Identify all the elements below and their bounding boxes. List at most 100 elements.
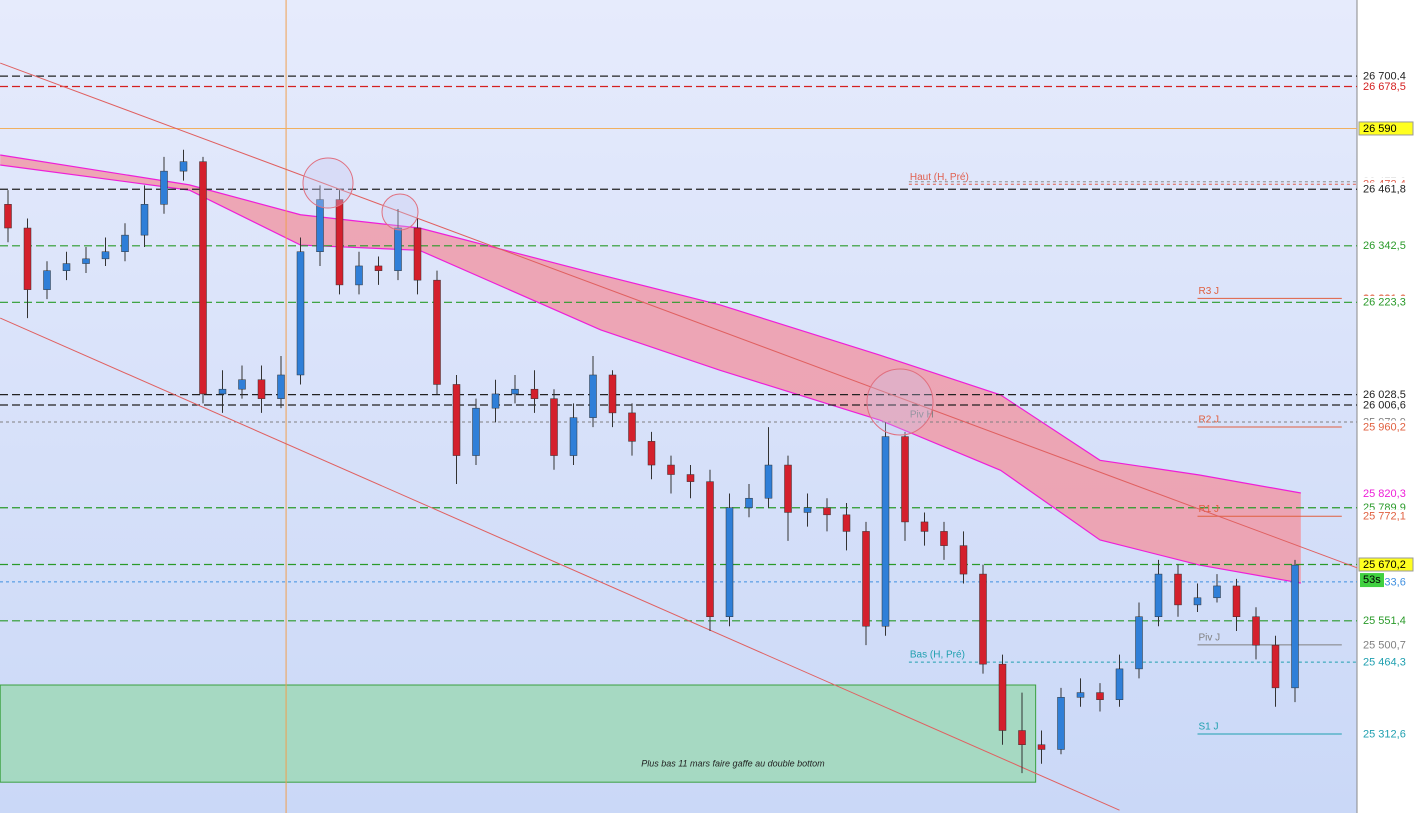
- candle-body: [940, 531, 948, 546]
- band-lower: [0, 164, 1301, 584]
- candle-body: [238, 379, 246, 390]
- candle-body: [647, 441, 656, 466]
- price-label: 26 006,6: [1363, 399, 1406, 411]
- countdown-box: [1360, 573, 1384, 588]
- candle-body: [433, 279, 441, 385]
- candle-body: [394, 227, 402, 271]
- candle-body: [686, 474, 695, 482]
- candle-body: [1252, 616, 1260, 646]
- candle-body: [1291, 564, 1299, 689]
- price-label: 25 551,4: [1363, 615, 1406, 627]
- price-label: 25 464,3: [1363, 657, 1406, 669]
- level-name: Haut (H, Pré): [910, 172, 969, 183]
- price-label: 25 312,6: [1363, 728, 1406, 740]
- circle: [381, 193, 419, 231]
- candle-body: [355, 265, 363, 286]
- candle-body: [1213, 585, 1221, 599]
- candle-body: [218, 388, 227, 395]
- level-name: Piv H: [910, 410, 934, 421]
- candle-body: [1193, 597, 1202, 606]
- level-name: S1 J: [1199, 722, 1219, 733]
- candle-body: [1076, 692, 1085, 698]
- price-label: 25 500,7: [1363, 639, 1406, 651]
- candle-body: [745, 497, 753, 508]
- candle-body: [199, 161, 207, 395]
- level-name: Bas (H, Pré): [910, 650, 965, 661]
- candle-body: [491, 393, 500, 409]
- candle-body: [316, 199, 324, 252]
- candle-body: [530, 388, 539, 399]
- price-label-box: [1359, 295, 1413, 309]
- candle-body: [784, 464, 792, 513]
- price-label-box: [1359, 398, 1413, 412]
- support-zone: [0, 684, 1037, 783]
- price-label-box: [1359, 655, 1413, 669]
- price-label-box: [1359, 80, 1413, 94]
- candle-body: [1018, 730, 1026, 745]
- candle-body: [179, 161, 188, 172]
- band-upper: [0, 154, 1301, 494]
- trendline: [0, 62, 1358, 569]
- candle-body: [842, 514, 851, 532]
- price-label-box: [1359, 509, 1413, 523]
- candle-body: [511, 388, 519, 395]
- candle-body: [335, 199, 344, 286]
- price-label-box: [1359, 239, 1413, 253]
- price-label-box: [1359, 638, 1413, 652]
- price-label: 26 028,5: [1363, 389, 1406, 401]
- candle-body: [277, 374, 285, 399]
- trendline: [0, 317, 1120, 811]
- candle-body: [550, 398, 558, 456]
- candle-body: [901, 436, 909, 523]
- price-label-box: [1359, 727, 1413, 741]
- candle-body: [1154, 573, 1163, 617]
- price-label-box: [1359, 486, 1413, 500]
- price-label-box: [1358, 121, 1414, 136]
- candle-body: [608, 374, 617, 414]
- candle-body: [413, 227, 422, 281]
- candle-body: [920, 521, 929, 532]
- candle-body: [1232, 585, 1241, 617]
- price-label: 25 960,2: [1363, 421, 1406, 433]
- price-label: 26 342,5: [1363, 240, 1406, 252]
- candle-body: [998, 663, 1007, 731]
- price-label: 26 678,5: [1363, 81, 1406, 93]
- candle-body: [1271, 644, 1280, 689]
- price-label-box: [1359, 420, 1413, 434]
- candle-body: [257, 379, 266, 399]
- price-label: 26 590: [1363, 123, 1397, 135]
- price-label: 25 772,1: [1363, 511, 1406, 523]
- price-label-box: [1359, 388, 1413, 402]
- price-label: 26 223,3: [1363, 297, 1406, 309]
- price-label: 26 700,4: [1363, 71, 1406, 83]
- candle-body: [23, 227, 32, 290]
- candle-body: [764, 464, 773, 499]
- candle-body: [569, 417, 578, 456]
- price-label: 25 670,2: [1363, 559, 1406, 571]
- candle-body: [121, 234, 129, 252]
- candle-body: [82, 258, 90, 264]
- level-name: R2 J: [1199, 415, 1220, 426]
- candle-body: [862, 531, 870, 627]
- candle-body: [589, 374, 597, 418]
- candle-body: [1057, 697, 1065, 750]
- candle-body: [62, 263, 71, 271]
- band-area: [0, 155, 1301, 584]
- candle-body: [979, 573, 987, 665]
- candle-body: [1037, 744, 1046, 750]
- candle-body: [43, 270, 51, 290]
- candle-body: [160, 170, 168, 205]
- circle: [302, 157, 354, 209]
- zone-note: Plus bas 11 mars faire gaffe au double b…: [641, 759, 825, 769]
- level-name: R3 J: [1199, 286, 1220, 297]
- price-label: 26 461,8: [1363, 184, 1406, 196]
- price-label-box: [1358, 557, 1414, 572]
- candle-body: [1174, 573, 1182, 606]
- candle-body: [140, 204, 149, 236]
- candle-body: [101, 251, 110, 260]
- candle-body: [823, 507, 831, 516]
- candle-body: [959, 545, 968, 575]
